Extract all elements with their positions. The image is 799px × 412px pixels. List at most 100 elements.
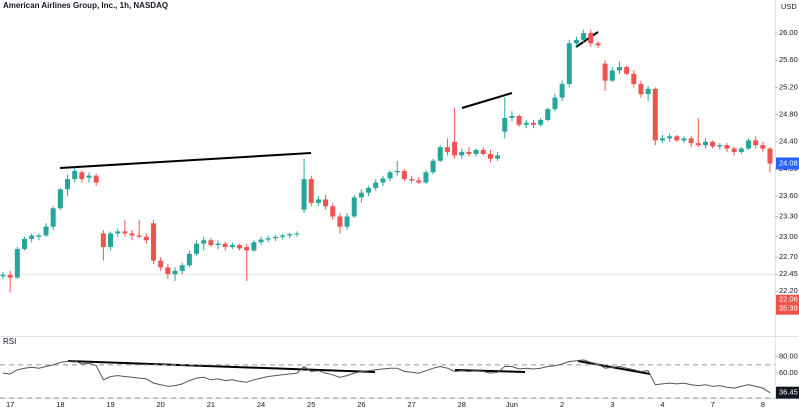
candle-body (315, 199, 321, 203)
trend-line (59, 152, 312, 169)
candle-body (72, 170, 78, 180)
candle-body (143, 236, 149, 241)
last-price-box (776, 157, 799, 170)
candle-body (265, 238, 271, 240)
candle-body (595, 43, 601, 46)
candle-body (767, 148, 773, 164)
candle-body (459, 151, 465, 156)
candle-body (251, 242, 257, 251)
candle-body (444, 147, 450, 152)
candle-body (208, 240, 214, 245)
x-tick-label: 8 (761, 400, 765, 409)
candle-body (394, 170, 400, 173)
trend-line (461, 92, 513, 109)
candle-body (351, 197, 357, 217)
candle-body (287, 234, 293, 236)
candle-body (724, 145, 730, 149)
candle-body (509, 115, 515, 118)
x-tick-label: 25 (307, 400, 315, 409)
candle-body (588, 33, 594, 44)
candle-body (760, 145, 766, 149)
candle-body (717, 145, 723, 147)
candle-body (753, 140, 759, 146)
x-tick-label: 20 (157, 400, 165, 409)
candle-body (294, 233, 300, 235)
trend-line (67, 360, 376, 373)
candle-body (573, 39, 579, 44)
candle-body (222, 243, 228, 248)
y-tick-label: 22.70 (779, 252, 798, 261)
candle-body (93, 175, 99, 183)
candle-body (280, 235, 286, 237)
candle-body (702, 141, 708, 146)
candle-body (523, 122, 529, 125)
candle-body (122, 231, 128, 234)
candle-body (172, 270, 178, 275)
candle-body (545, 109, 551, 121)
candle-body (745, 140, 751, 149)
candle-body (688, 138, 694, 144)
candle-body (487, 153, 493, 159)
candle-body (538, 120, 544, 125)
candle-body (373, 182, 379, 188)
candle-body (473, 149, 479, 154)
candle-body (344, 216, 350, 227)
candle-body (401, 170, 407, 180)
x-tick-label: 28 (458, 400, 466, 409)
y-tick-label: 25.60 (779, 55, 798, 64)
candle-body (710, 141, 716, 147)
x-tick-label: 18 (56, 400, 64, 409)
candle-body (495, 155, 501, 159)
candle-body (452, 141, 458, 156)
candle-body (380, 178, 386, 183)
y-tick-label: 23.30 (779, 211, 798, 220)
candle-body (108, 233, 114, 248)
x-tick-label: 27 (407, 400, 415, 409)
candle-body (559, 84, 565, 98)
candle-body (674, 136, 680, 141)
candle-body (7, 274, 13, 278)
candle-body (681, 138, 687, 141)
candle-body (466, 151, 472, 154)
candle-body (79, 172, 85, 180)
candle-body (201, 240, 207, 244)
candle-body (423, 172, 429, 183)
chart-title: American Airlines Group, Inc., 1h, NASDA… (3, 1, 168, 10)
candle-body (272, 236, 278, 239)
rsi-line (2, 359, 771, 394)
last-price-label: 24.08 (779, 158, 798, 167)
candle-body (151, 223, 157, 261)
rsi-tick-label: 80.00 (779, 352, 798, 361)
candle-body (645, 88, 651, 95)
y-tick-label: 26.00 (779, 28, 798, 37)
y-tick-label: 22.20 (779, 286, 798, 295)
candle-body (186, 253, 192, 266)
candle-body (430, 160, 436, 173)
candle-body (14, 249, 20, 278)
candle-body (57, 189, 63, 209)
candle-body (358, 192, 364, 198)
candle-body (323, 199, 329, 207)
candle-body (731, 148, 737, 152)
candle-body (36, 235, 42, 237)
trend-line (575, 31, 599, 48)
candle-body (100, 233, 106, 248)
candle-body (194, 243, 200, 254)
candle-body (480, 149, 486, 154)
candle-body (638, 84, 644, 95)
candle-body (308, 179, 314, 203)
candle-body (29, 235, 35, 239)
trend-line (454, 369, 526, 373)
candle-body (695, 143, 701, 146)
x-tick-label: 19 (106, 400, 114, 409)
candle-body (616, 67, 622, 71)
candle-body (43, 226, 49, 236)
candle-body (652, 88, 658, 141)
candle-body (158, 260, 164, 268)
x-tick-label: 2 (560, 400, 564, 409)
candle-body (244, 247, 250, 251)
x-tick-label: 17 (6, 400, 14, 409)
candle-body (136, 235, 142, 237)
candle-body (50, 208, 56, 227)
